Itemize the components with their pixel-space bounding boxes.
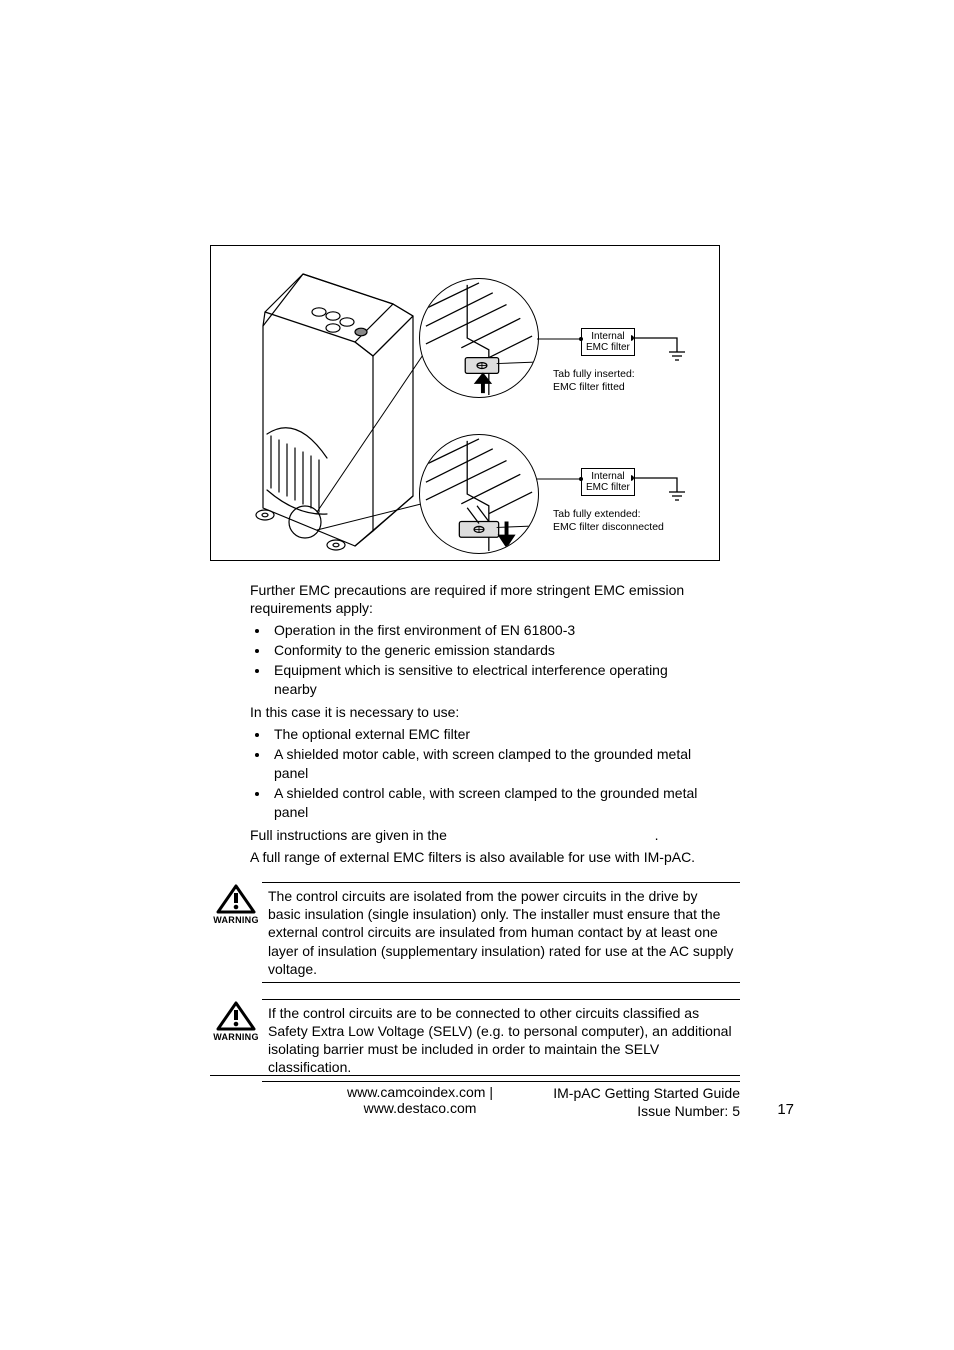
list2-item-1: A shielded motor cable, with screen clam… bbox=[270, 745, 710, 783]
caption-bot: Tab fully extended: EMC filter disconnec… bbox=[553, 508, 693, 534]
list2-item-0: The optional external EMC filter bbox=[270, 725, 710, 744]
detail-disconnected-svg bbox=[420, 435, 538, 553]
para3a: Full instructions are given in the bbox=[250, 827, 451, 843]
document-page: Internal EMC filter Tab fully inserted: … bbox=[210, 245, 740, 1082]
emc-label-bot-l1: Internal bbox=[591, 471, 624, 482]
para-filters-range: A full range of external EMC filters is … bbox=[250, 848, 730, 866]
emc-label-top-l2: EMC filter bbox=[586, 342, 630, 353]
caption-bot-l2: EMC filter disconnected bbox=[553, 521, 664, 533]
page-number: 17 bbox=[777, 1101, 794, 1118]
footer-websites: www.camcoindex.com | www.destaco.com bbox=[210, 1084, 510, 1120]
list-requirements: Operation in the first environment of EN… bbox=[250, 621, 710, 699]
warning-icon-col-1: WARNING bbox=[210, 882, 262, 983]
page-footer: www.camcoindex.com | www.destaco.com IM-… bbox=[210, 1075, 740, 1120]
footer-issue: Issue Number: 5 bbox=[637, 1103, 740, 1119]
emc-label-bot-l2: EMC filter bbox=[586, 482, 630, 493]
warning-label-1: WARNING bbox=[213, 915, 259, 925]
ground-symbol-top bbox=[631, 328, 691, 368]
warning-label-2: WARNING bbox=[213, 1032, 259, 1042]
leader-top bbox=[537, 334, 583, 344]
list-measures: The optional external EMC filter A shiel… bbox=[250, 725, 710, 821]
detail-fitted-svg bbox=[420, 279, 538, 397]
para3b: . bbox=[655, 827, 659, 843]
warning-text-2: If the control circuits are to be connec… bbox=[262, 999, 740, 1082]
list1-item-0: Operation in the first environment of EN… bbox=[270, 621, 710, 640]
warning-triangle-icon bbox=[216, 1001, 256, 1031]
warning-text-1: The control circuits are isolated from t… bbox=[262, 882, 740, 983]
para-further-precautions: Further EMC precautions are required if … bbox=[250, 581, 730, 617]
para-instructions: Full instructions are given in the . bbox=[250, 826, 730, 844]
list1-item-1: Conformity to the generic emission stand… bbox=[270, 641, 710, 660]
warning-triangle-icon bbox=[216, 884, 256, 914]
caption-top-l1: Tab fully inserted: bbox=[553, 368, 635, 380]
emc-label-top: Internal EMC filter bbox=[581, 328, 635, 356]
list1-item-2: Equipment which is sensitive to electric… bbox=[270, 661, 710, 699]
para-necessary: In this case it is necessary to use: bbox=[250, 703, 730, 721]
caption-top-l2: EMC filter fitted bbox=[553, 381, 625, 393]
warning-block-1: WARNING The control circuits are isolate… bbox=[210, 882, 740, 983]
emc-filter-figure: Internal EMC filter Tab fully inserted: … bbox=[210, 245, 720, 561]
warning-block-2: WARNING If the control circuits are to b… bbox=[210, 999, 740, 1082]
footer-right: IM-pAC Getting Started Guide Issue Numbe… bbox=[510, 1084, 740, 1120]
caption-bot-l1: Tab fully extended: bbox=[553, 508, 641, 520]
detail-circle-disconnected bbox=[419, 434, 539, 554]
leader-bot bbox=[537, 474, 583, 484]
list2-item-2: A shielded control cable, with screen cl… bbox=[270, 784, 710, 822]
emc-label-bot: Internal EMC filter bbox=[581, 468, 635, 496]
detail-circle-fitted bbox=[419, 278, 539, 398]
caption-top: Tab fully inserted: EMC filter fitted bbox=[553, 368, 693, 394]
warning-icon-col-2: WARNING bbox=[210, 999, 262, 1082]
drive-illustration bbox=[233, 256, 443, 552]
emc-label-top-l1: Internal bbox=[591, 331, 624, 342]
ground-symbol-bot bbox=[631, 468, 691, 508]
footer-guide: IM-pAC Getting Started Guide bbox=[553, 1085, 740, 1101]
